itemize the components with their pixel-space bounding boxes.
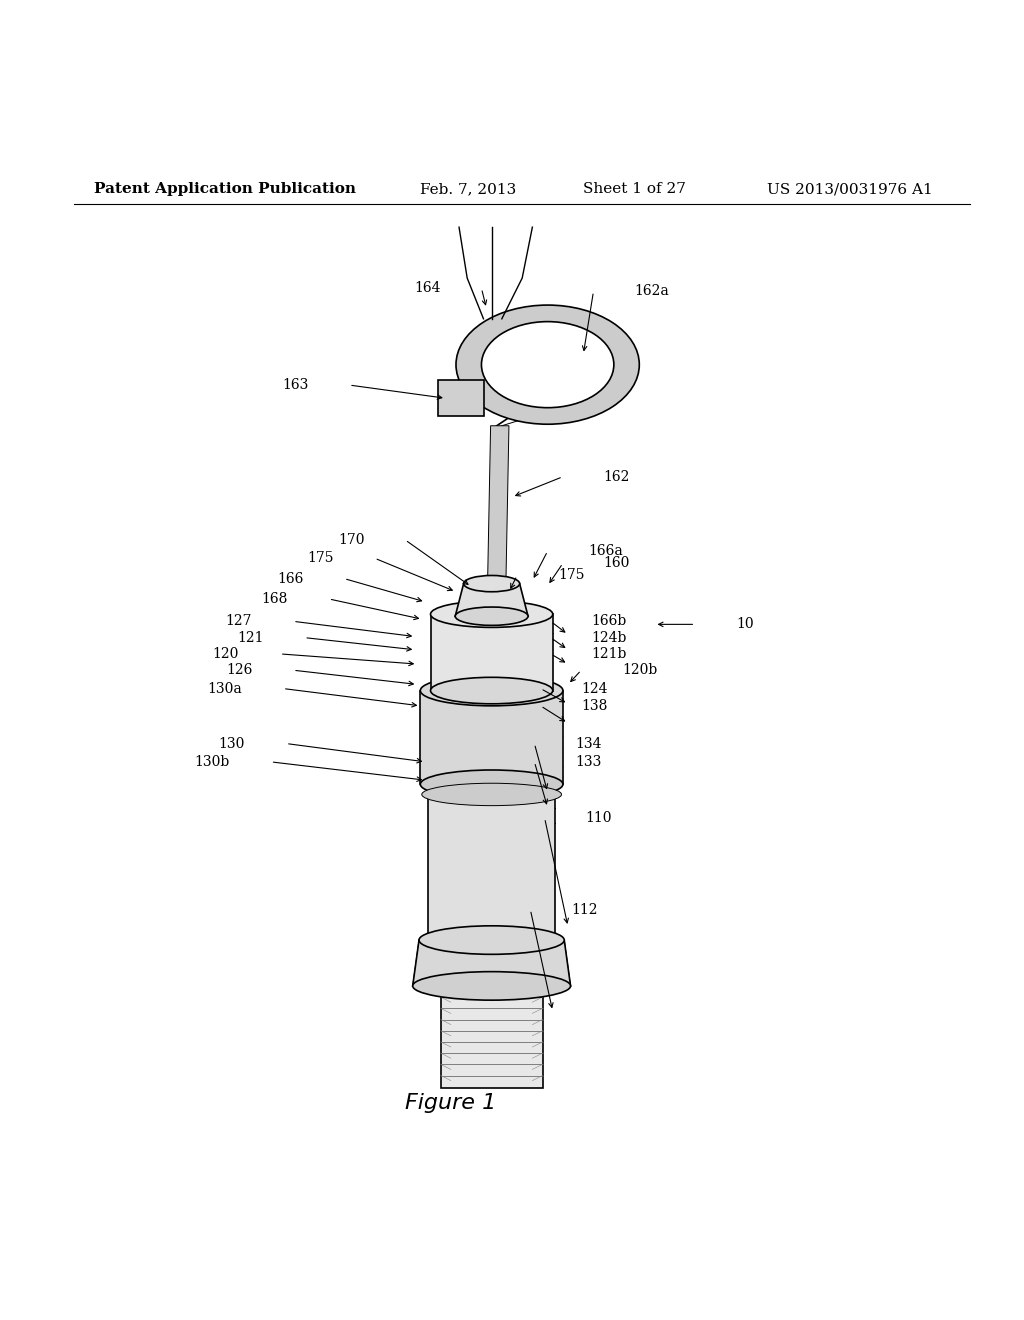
Text: 126: 126 — [226, 663, 252, 677]
Text: 162a: 162a — [634, 284, 669, 298]
Text: Patent Application Publication: Patent Application Publication — [94, 182, 356, 197]
Ellipse shape — [430, 601, 553, 627]
Text: 133: 133 — [575, 755, 601, 768]
Text: 124b: 124b — [592, 631, 627, 644]
Text: 166a: 166a — [589, 544, 624, 558]
Text: 175: 175 — [307, 552, 334, 565]
Text: Figure 1: Figure 1 — [406, 1093, 497, 1113]
Text: 120b: 120b — [622, 663, 657, 677]
Text: 124: 124 — [582, 681, 608, 696]
Ellipse shape — [456, 305, 639, 424]
Text: 164: 164 — [415, 281, 440, 296]
Text: 130a: 130a — [208, 681, 242, 696]
Text: 127: 127 — [226, 614, 252, 628]
Ellipse shape — [456, 607, 528, 626]
Text: 130: 130 — [219, 737, 245, 751]
Polygon shape — [420, 690, 563, 784]
Ellipse shape — [420, 770, 563, 799]
Ellipse shape — [428, 767, 555, 797]
Text: 138: 138 — [582, 698, 607, 713]
Text: 175: 175 — [558, 569, 585, 582]
Text: 162: 162 — [604, 470, 630, 483]
Ellipse shape — [428, 927, 555, 953]
Text: 166: 166 — [276, 572, 303, 586]
Ellipse shape — [430, 677, 553, 704]
Text: US 2013/0031976 A1: US 2013/0031976 A1 — [767, 182, 933, 197]
Ellipse shape — [413, 972, 570, 1001]
Text: 160: 160 — [604, 556, 630, 570]
Text: 134: 134 — [575, 737, 602, 751]
Ellipse shape — [422, 783, 561, 805]
Text: 110: 110 — [586, 810, 611, 825]
Text: Feb. 7, 2013: Feb. 7, 2013 — [420, 182, 516, 197]
Text: Sheet 1 of 27: Sheet 1 of 27 — [584, 182, 686, 197]
Text: 163: 163 — [282, 378, 308, 392]
Ellipse shape — [440, 973, 543, 999]
Polygon shape — [413, 940, 570, 986]
Polygon shape — [487, 426, 509, 583]
Ellipse shape — [481, 322, 613, 408]
Text: 10: 10 — [736, 618, 754, 631]
Text: 120: 120 — [213, 647, 239, 661]
Polygon shape — [438, 380, 484, 416]
Text: 168: 168 — [261, 591, 288, 606]
Polygon shape — [440, 986, 543, 1088]
Text: 170: 170 — [338, 533, 365, 546]
Polygon shape — [430, 614, 553, 690]
Text: 121: 121 — [237, 631, 263, 644]
Text: 166b: 166b — [592, 614, 627, 628]
Text: 121b: 121b — [592, 647, 627, 661]
Ellipse shape — [464, 576, 519, 591]
Ellipse shape — [419, 925, 564, 954]
Polygon shape — [456, 583, 528, 616]
Text: 130b: 130b — [195, 755, 230, 768]
Ellipse shape — [420, 676, 563, 706]
Text: 112: 112 — [571, 903, 598, 916]
Polygon shape — [428, 783, 555, 940]
